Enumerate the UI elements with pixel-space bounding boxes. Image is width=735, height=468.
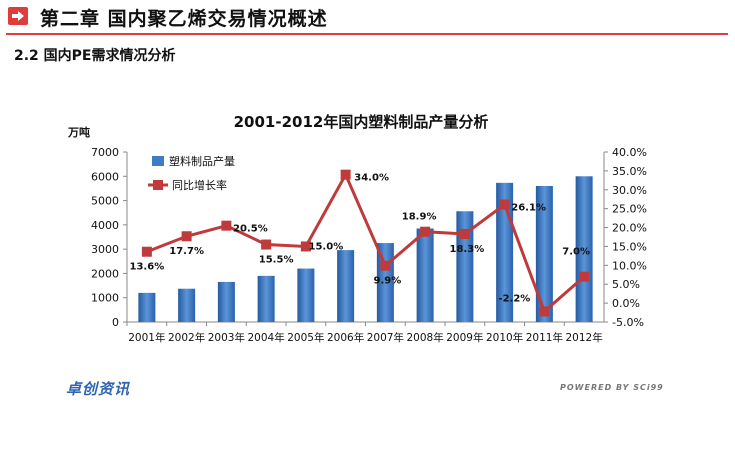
section-title: 2.2 国内PE需求情况分析: [14, 48, 176, 64]
legend-bar-label: 塑料制品产量: [169, 154, 235, 168]
y-left-unit: 万吨: [67, 125, 90, 139]
growth-label: 15.0%: [309, 241, 344, 252]
page-title: 第二章 国内聚乙烯交易情况概述: [40, 8, 328, 30]
y-left-tick-label: 7000: [91, 146, 119, 159]
growth-label: 13.6%: [130, 262, 165, 273]
bar-2002年: [178, 288, 196, 322]
y-right-tick-label: -5.0%: [612, 316, 644, 329]
y-right-tick-label: 10.0%: [612, 259, 647, 272]
growth-point-2005年: [300, 241, 311, 252]
bar-2012年: [575, 176, 593, 322]
growth-label: 7.0%: [562, 247, 590, 258]
growth-label: -2.2%: [498, 293, 530, 304]
y-right-tick-label: 15.0%: [612, 240, 647, 253]
growth-label: 15.5%: [259, 255, 294, 266]
growth-label: 26.1%: [511, 203, 546, 214]
growth-point-2001年: [141, 246, 152, 257]
y-left-tick-label: 1000: [91, 292, 119, 305]
bar-2003年: [217, 281, 235, 322]
growth-label: 34.0%: [354, 173, 389, 184]
x-tick-label: 2007年: [367, 331, 404, 344]
y-left-tick-label: 3000: [91, 243, 119, 256]
arrow-right-icon: [8, 7, 28, 25]
legend-bar-swatch: [152, 156, 164, 166]
growth-point-2003年: [221, 220, 232, 231]
y-left-tick-label: 5000: [91, 195, 119, 208]
x-tick-label: 2005年: [287, 331, 324, 344]
x-tick-label: 2010年: [486, 331, 523, 344]
growth-label: 17.7%: [169, 246, 204, 257]
y-right-tick-label: 35.0%: [612, 165, 647, 178]
bar-2006年: [337, 250, 355, 322]
growth-line: [146, 171, 586, 314]
y-right-tick-label: 40.0%: [612, 146, 647, 159]
x-tick-label: 2003年: [208, 331, 245, 344]
growth-point-2004年: [261, 239, 272, 250]
growth-point-2010年: [499, 199, 510, 210]
y-left-tick-label: 6000: [91, 170, 119, 183]
x-tick-label: 2012年: [566, 331, 603, 344]
x-tick-label: 2009年: [446, 331, 483, 344]
bar-2001年: [138, 292, 156, 322]
bar-2011年: [535, 186, 553, 322]
y-left-tick-label: 4000: [91, 219, 119, 232]
growth-label: 20.5%: [233, 224, 268, 235]
growth-point-2012年: [579, 271, 590, 282]
y-right-tick-label: 25.0%: [612, 203, 647, 216]
bar-2008年: [416, 228, 434, 322]
growth-point-2007年: [380, 260, 391, 271]
powered-by-text: POWERED BY SCi99: [560, 383, 664, 392]
growth-label: 18.3%: [450, 244, 485, 255]
y-left-tick-label: 0: [112, 316, 119, 329]
header-bar: 第二章 国内聚乙烯交易情况概述: [0, 0, 735, 36]
growth-point-2006年: [340, 169, 351, 180]
legend-line-marker: [153, 180, 163, 190]
header-divider: [6, 33, 728, 35]
x-tick-label: 2004年: [248, 331, 285, 344]
x-tick-label: 2002年: [168, 331, 205, 344]
x-tick-label: 2008年: [407, 331, 444, 344]
chart-title: 2001-2012年国内塑料制品产量分析: [234, 113, 489, 131]
bar-2004年: [257, 275, 275, 322]
bar-2005年: [297, 268, 315, 322]
brand-logo: 卓创资讯: [66, 380, 131, 398]
x-tick-label: 2011年: [526, 331, 563, 344]
y-left-tick-label: 2000: [91, 267, 119, 280]
y-right-tick-label: 20.0%: [612, 222, 647, 235]
growth-label: 9.9%: [374, 276, 402, 287]
y-right-tick-label: 5.0%: [612, 278, 640, 291]
x-tick-label: 2001年: [128, 331, 165, 344]
growth-point-2011年: [539, 306, 550, 317]
y-right-tick-label: 0.0%: [612, 297, 640, 310]
x-tick-label: 2006年: [327, 331, 364, 344]
y-right-tick-label: 30.0%: [612, 184, 647, 197]
growth-point-2008年: [420, 226, 431, 237]
growth-point-2002年: [181, 231, 192, 242]
growth-label: 18.9%: [402, 212, 437, 223]
legend-line-label: 同比增长率: [172, 178, 227, 192]
growth-point-2009年: [459, 228, 470, 239]
